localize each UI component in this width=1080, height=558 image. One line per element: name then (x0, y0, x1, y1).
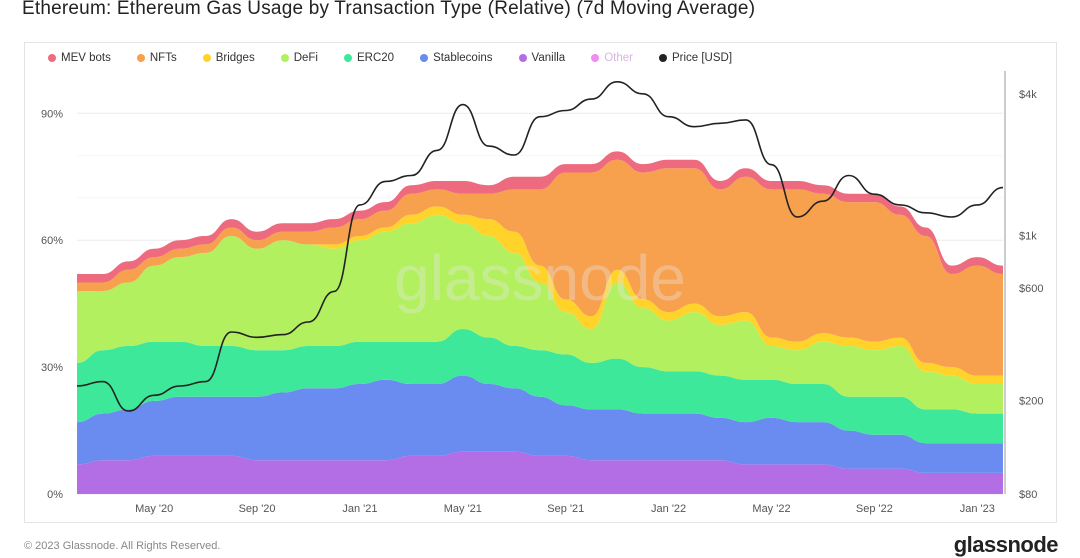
legend-item[interactable]: Bridges (202, 52, 255, 64)
legend-item[interactable]: Stablecoins (420, 52, 493, 64)
area-bridges (77, 206, 1003, 384)
x-tick-label: May '21 (444, 503, 482, 515)
legend-dot-icon (136, 54, 145, 62)
legend-item[interactable]: DeFi (280, 52, 318, 64)
legend-dot-icon (280, 54, 289, 62)
area-vanilla (77, 451, 1003, 494)
legend-label: Stablecoins (433, 52, 493, 64)
legend-label: Other (604, 52, 633, 64)
y-left-tick-label: 60% (41, 235, 63, 247)
area-defi (77, 214, 1003, 414)
x-tick-label: May '20 (135, 503, 173, 515)
x-tick-label: Jan '21 (342, 503, 377, 515)
watermark: glassnode (394, 242, 686, 314)
legend-label: MEV bots (61, 52, 111, 64)
legend-label: Bridges (215, 52, 255, 64)
copyright-text: © 2023 Glassnode. All Rights Reserved. (24, 540, 221, 552)
page-title: Ethereum: Ethereum Gas Usage by Transact… (22, 0, 756, 19)
legend-dot-icon (48, 54, 56, 62)
x-tick-label: Sep '22 (856, 503, 893, 515)
y-right-tick-label: $200 (1019, 395, 1043, 407)
legend-dot-icon (202, 54, 211, 62)
legend-dot-icon (343, 54, 352, 62)
legend-label: Vanilla (531, 52, 566, 64)
y-left-tick-label: 90% (41, 108, 63, 120)
area-stablecoins (77, 375, 1003, 473)
x-tick-label: Sep '21 (547, 503, 584, 515)
price-line (76, 80, 1004, 412)
legend-label: ERC20 (356, 52, 395, 64)
x-tick-label: May '22 (752, 503, 790, 515)
x-tick-label: Sep '20 (239, 503, 276, 515)
legend-item[interactable]: NFTs (136, 52, 177, 64)
legend-item[interactable]: MEV bots (48, 52, 111, 64)
chart-frame (24, 42, 1057, 523)
legend-item[interactable]: Vanilla (518, 52, 566, 64)
legend-label: NFTs (149, 52, 177, 64)
legend-dot-icon (591, 54, 600, 62)
chart-legend: MEV bots NFTs Bridges DeFi ERC20 Stablecoins V… (48, 52, 758, 64)
legend-item[interactable]: Price [USD] (658, 52, 733, 64)
legend-dot-icon (518, 54, 527, 62)
y-left-tick-label: 0% (47, 489, 63, 501)
area-mev-bots (77, 151, 1003, 283)
x-tick-label: Jan '23 (960, 503, 995, 515)
legend-label: DeFi (293, 52, 318, 64)
legend-dot-icon (658, 54, 667, 62)
area-nfts (77, 159, 1003, 376)
y-right-tick-label: $1k (1019, 231, 1037, 243)
brand-logo: glassnode (953, 532, 1059, 557)
y-right-tick-label: $600 (1019, 283, 1043, 295)
legend-item[interactable]: Other (591, 52, 633, 64)
y-right-tick-label: $80 (1019, 489, 1037, 501)
area-erc20 (77, 329, 1003, 444)
legend-item[interactable]: ERC20 (343, 52, 395, 64)
legend-label: Price [USD] (671, 52, 733, 64)
y-left-tick-label: 30% (41, 362, 63, 374)
x-tick-label: Jan '22 (651, 503, 686, 515)
y-right-tick-label: $4k (1019, 89, 1037, 101)
legend-dot-icon (420, 54, 429, 62)
